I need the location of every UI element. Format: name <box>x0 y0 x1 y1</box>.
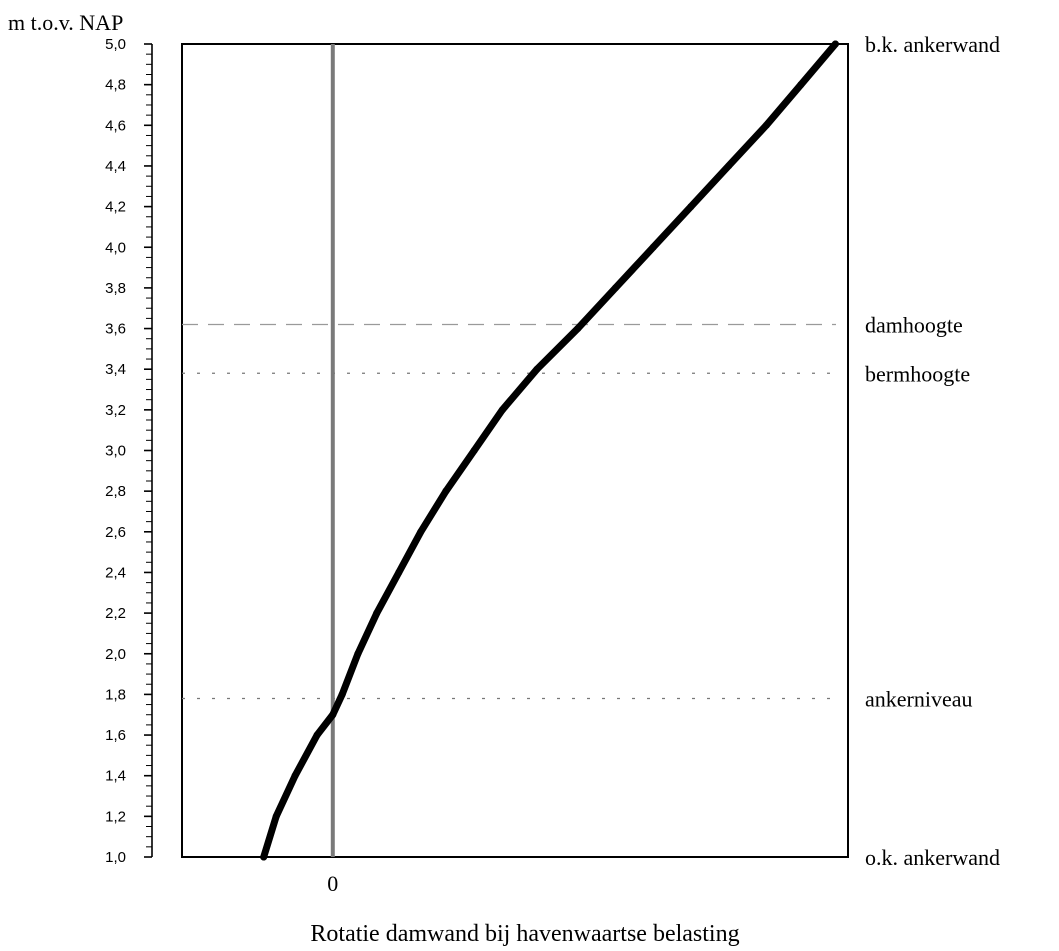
curve-point <box>329 711 337 719</box>
side-label: bermhoogte <box>865 361 970 386</box>
y-tick-label: 1,4 <box>105 768 126 785</box>
curve-point <box>313 731 321 739</box>
y-tick-label: 4,2 <box>105 199 126 216</box>
y-tick-label: 2,0 <box>105 646 126 663</box>
x-axis-title: Rotatie damwand bij havenwaartse belasti… <box>310 921 739 947</box>
y-tick-label: 2,8 <box>105 483 126 500</box>
y-tick-label: 1,2 <box>105 808 126 825</box>
side-label: b.k. ankerwand <box>865 32 1000 57</box>
y-tick-label: 4,0 <box>105 239 126 256</box>
y-tick-label: 2,6 <box>105 524 126 541</box>
curve-point <box>687 203 695 211</box>
curve-point <box>762 121 770 129</box>
y-tick-label: 3,0 <box>105 443 126 460</box>
curve-point <box>395 568 403 576</box>
curve-point <box>272 812 280 820</box>
y-tick-label: 1,0 <box>105 849 126 866</box>
plot-frame <box>181 43 849 858</box>
curve-point <box>725 162 733 170</box>
y-tick-label: 3,2 <box>105 402 126 419</box>
curve-point <box>612 284 620 292</box>
side-label: ankerniveau <box>865 686 973 711</box>
curve-point <box>498 406 506 414</box>
curve-point <box>831 40 839 48</box>
curve-point <box>373 609 381 617</box>
y-tick-label: 2,2 <box>105 605 126 622</box>
y-tick-label: 3,4 <box>105 361 126 378</box>
y-tick-label: 4,8 <box>105 77 126 94</box>
curve-point <box>354 650 362 658</box>
y-tick-label: 5,0 <box>105 36 126 53</box>
rotation-curve <box>260 40 839 861</box>
y-tick-label: 3,6 <box>105 321 126 338</box>
curve-point <box>470 447 478 454</box>
curve-point <box>417 528 425 536</box>
y-tick-label: 1,8 <box>105 686 126 703</box>
curve-point <box>797 81 805 89</box>
curve-point <box>442 487 450 495</box>
curve-point <box>574 325 582 333</box>
y-tick-label: 1,6 <box>105 727 126 744</box>
curve-point <box>533 365 541 373</box>
x-tick-label: 0 <box>327 871 338 896</box>
y-tick-label: 4,4 <box>105 158 126 175</box>
side-label: o.k. ankerwand <box>865 845 1000 870</box>
y-tick-label: 3,8 <box>105 280 126 297</box>
curve-point <box>338 690 346 698</box>
curve-point <box>260 853 268 861</box>
curve-point <box>649 243 657 251</box>
y-axis-title: m t.o.v. NAP <box>8 10 123 35</box>
y-tick-label: 4,6 <box>105 117 126 134</box>
curve-point <box>291 772 299 780</box>
side-label: damhoogte <box>865 312 963 337</box>
y-tick-label: 2,4 <box>105 564 126 581</box>
